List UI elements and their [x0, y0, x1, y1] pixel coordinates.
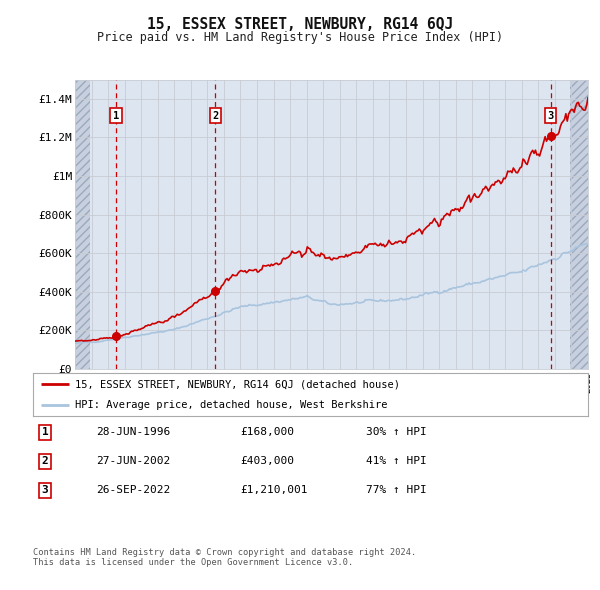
Text: 15, ESSEX STREET, NEWBURY, RG14 6QJ (detached house): 15, ESSEX STREET, NEWBURY, RG14 6QJ (det… [74, 379, 400, 389]
Text: Contains HM Land Registry data © Crown copyright and database right 2024.
This d: Contains HM Land Registry data © Crown c… [33, 548, 416, 567]
Text: 28-JUN-1996: 28-JUN-1996 [96, 428, 170, 437]
Text: 1: 1 [113, 111, 119, 121]
Bar [570, 80, 588, 369]
Text: 41% ↑ HPI: 41% ↑ HPI [366, 457, 427, 466]
Text: £1,210,001: £1,210,001 [240, 486, 308, 495]
Text: 2: 2 [41, 457, 49, 466]
Bar [75, 80, 90, 369]
Text: HPI: Average price, detached house, West Berkshire: HPI: Average price, detached house, West… [74, 401, 387, 410]
Text: 3: 3 [41, 486, 49, 495]
Text: 30% ↑ HPI: 30% ↑ HPI [366, 428, 427, 437]
Text: 3: 3 [547, 111, 554, 121]
Text: £403,000: £403,000 [240, 457, 294, 466]
Text: Price paid vs. HM Land Registry's House Price Index (HPI): Price paid vs. HM Land Registry's House … [97, 31, 503, 44]
Bar [75, 80, 90, 369]
Text: 15, ESSEX STREET, NEWBURY, RG14 6QJ: 15, ESSEX STREET, NEWBURY, RG14 6QJ [147, 17, 453, 31]
Text: 27-JUN-2002: 27-JUN-2002 [96, 457, 170, 466]
Text: 26-SEP-2022: 26-SEP-2022 [96, 486, 170, 495]
Bar [570, 80, 588, 369]
Text: £168,000: £168,000 [240, 428, 294, 437]
Text: 2: 2 [212, 111, 218, 121]
Text: 1: 1 [41, 428, 49, 437]
Text: 77% ↑ HPI: 77% ↑ HPI [366, 486, 427, 495]
